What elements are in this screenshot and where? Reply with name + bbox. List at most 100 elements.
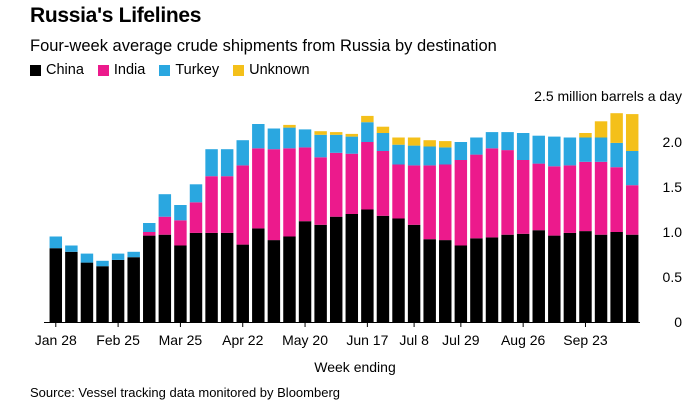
- bar-turkey-1: [65, 245, 78, 252]
- bar-india-26: [454, 160, 468, 246]
- bar-unknown-19: [345, 133, 359, 137]
- bar-turkey-20: [361, 122, 374, 142]
- bar-turkey-13: [252, 124, 265, 149]
- legend-label: Turkey: [175, 62, 220, 78]
- bar-unknown-22: [392, 137, 405, 145]
- bar-china-32: [548, 235, 561, 322]
- bar-turkey-28: [485, 132, 499, 149]
- bar-turkey-23: [407, 145, 421, 166]
- y-tick-label: 0.5: [663, 269, 683, 285]
- bar-turkey-24: [423, 146, 436, 166]
- bar-turkey-30: [516, 133, 530, 160]
- y-tick-label: 2.0: [663, 134, 683, 150]
- bar-turkey-29: [501, 132, 514, 151]
- bar-china-15: [283, 236, 296, 322]
- bar-unknown-20: [361, 115, 374, 123]
- chart-subtitle: Four-week average crude shipments from R…: [30, 37, 497, 55]
- bar-china-27: [470, 238, 483, 322]
- legend-swatch-unknown: [233, 64, 245, 76]
- bar-india-13: [252, 148, 265, 229]
- bar-china-4: [111, 259, 125, 322]
- bar-unknown-35: [594, 121, 608, 138]
- bar-india-23: [407, 165, 421, 225]
- bar-china-6: [143, 235, 156, 322]
- x-axis-title: Week ending: [314, 359, 396, 375]
- bar-india-35: [594, 161, 608, 235]
- legend-item-china: China: [30, 62, 84, 78]
- bar-china-19: [345, 214, 359, 322]
- bar-india-6: [143, 232, 156, 236]
- x-tick-label: May 20: [282, 332, 328, 348]
- bar-turkey-32: [548, 136, 561, 167]
- bar-turkey-26: [454, 142, 468, 160]
- bar-turkey-25: [439, 147, 452, 165]
- x-tick-label: Mar 25: [159, 332, 203, 348]
- bar-turkey-14: [267, 128, 281, 150]
- bar-china-37: [625, 234, 639, 322]
- x-tick-label: Jul 8: [399, 332, 429, 348]
- bar-india-28: [485, 148, 499, 238]
- bar-turkey-0: [49, 236, 63, 249]
- bar-india-17: [314, 157, 327, 225]
- bar-china-33: [563, 232, 577, 322]
- y-tick-label: 0: [674, 314, 682, 330]
- legend-swatch-turkey: [159, 64, 171, 76]
- bar-unknown-21: [376, 126, 390, 133]
- bar-turkey-3: [96, 260, 109, 267]
- x-tick-label: Feb 25: [96, 332, 140, 348]
- bar-china-34: [579, 231, 592, 322]
- y-tick-label: 1.0: [663, 224, 683, 240]
- bar-india-30: [516, 160, 530, 234]
- bar-turkey-36: [610, 142, 623, 168]
- bar-china-30: [516, 233, 530, 322]
- bar-china-23: [407, 224, 421, 322]
- x-tick-label: Jan 28: [35, 332, 77, 348]
- bar-turkey-19: [345, 136, 359, 154]
- legend-swatch-china: [30, 64, 41, 76]
- bar-unknown-15: [283, 124, 296, 128]
- bar-china-20: [361, 209, 374, 322]
- bar-china-10: [205, 232, 218, 322]
- bar-unknown-24: [423, 140, 436, 147]
- bar-india-18: [329, 152, 343, 217]
- bar-india-29: [501, 150, 514, 235]
- bar-india-16: [298, 147, 312, 222]
- bar-india-8: [174, 220, 187, 246]
- bar-china-21: [376, 215, 390, 322]
- bar-china-3: [96, 266, 109, 322]
- bar-turkey-6: [143, 223, 156, 232]
- bar-india-14: [267, 149, 281, 241]
- bar-india-7: [158, 216, 172, 235]
- bar-india-37: [625, 185, 639, 235]
- x-tick-label: Sep 23: [563, 332, 608, 348]
- bar-turkey-35: [594, 137, 608, 162]
- legend-item-india: India: [97, 62, 146, 78]
- bar-china-5: [127, 257, 140, 322]
- bar-unknown-37: [625, 114, 639, 151]
- legend: China India Turkey Unknown: [30, 62, 310, 78]
- bar-turkey-18: [329, 134, 343, 153]
- bar-turkey-31: [532, 135, 545, 164]
- legend-label: Unknown: [249, 62, 310, 78]
- bar-china-17: [314, 224, 327, 322]
- y-axis-unit-label: 2.5 million barrels a day: [534, 88, 682, 104]
- bar-unknown-25: [439, 141, 452, 148]
- bar-turkey-12: [236, 140, 249, 166]
- bar-unknown-17: [314, 131, 327, 135]
- bar-india-10: [205, 176, 218, 233]
- bar-turkey-8: [174, 205, 187, 221]
- bar-china-9: [189, 232, 203, 322]
- legend-label: China: [46, 62, 84, 78]
- bar-unknown-23: [407, 137, 421, 146]
- legend-label: India: [113, 62, 146, 78]
- bar-china-11: [220, 232, 234, 322]
- bar-unknown-34: [579, 133, 592, 138]
- bar-turkey-33: [563, 137, 577, 166]
- bar-india-24: [423, 165, 436, 240]
- y-tick-label: 1.5: [663, 179, 683, 195]
- bar-turkey-34: [579, 137, 592, 162]
- bar-turkey-2: [80, 253, 94, 263]
- bar-india-12: [236, 165, 249, 245]
- bar-india-21: [376, 151, 390, 216]
- legend-item-turkey: Turkey: [159, 62, 219, 78]
